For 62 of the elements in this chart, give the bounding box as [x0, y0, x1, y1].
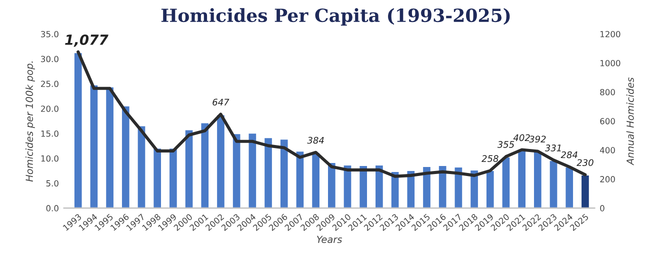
- y2-tick-label: 1200: [600, 30, 620, 38]
- y-tick-label: 5.0: [46, 180, 58, 186]
- bar: [390, 170, 400, 208]
- bar: [548, 160, 559, 208]
- bar: [168, 147, 178, 208]
- bar: [216, 114, 226, 208]
- y2-tick-label: 400: [600, 147, 615, 154]
- y-axis-title: Homicides per 100k pop.: [25, 61, 35, 182]
- y2-tick-label: 800: [600, 89, 615, 96]
- data-label: 230: [576, 159, 594, 166]
- data-label: 258: [482, 155, 498, 162]
- y2-tick-label: 600: [600, 118, 615, 124]
- data-label: 1,077: [65, 34, 108, 47]
- y-tick-label: 35.0: [41, 30, 58, 38]
- bar: [580, 174, 590, 208]
- bar: [326, 162, 337, 208]
- bar: [438, 164, 448, 208]
- bar: [310, 152, 321, 208]
- y-tick-label: 25.0: [41, 80, 58, 88]
- bar: [500, 156, 512, 208]
- bar: [88, 84, 100, 208]
- y2-tick-label: 0: [600, 205, 604, 212]
- bar: [342, 164, 353, 208]
- data-label: 355: [497, 141, 514, 148]
- y-tick-label: 15.0: [41, 130, 58, 137]
- bar: [152, 147, 162, 208]
- bar: [263, 136, 274, 208]
- bar: [104, 86, 115, 208]
- y-tick-label: 0.0: [46, 205, 58, 212]
- y-tick-label: 30.0: [41, 56, 58, 62]
- bar: [294, 150, 306, 208]
- bar: [232, 132, 242, 208]
- x-axis-title: Years: [316, 236, 342, 244]
- bar: [516, 150, 527, 208]
- bar: [469, 169, 480, 208]
- y2-axis-title: Annual Homicides: [626, 77, 634, 166]
- bar: [120, 104, 131, 208]
- data-label: 284: [560, 151, 578, 158]
- y-tick-label: 20.0: [41, 106, 58, 112]
- y-tick-label: 10.0: [41, 155, 58, 162]
- bar: [406, 170, 416, 208]
- bar: [247, 132, 258, 208]
- data-label: 647: [212, 98, 230, 106]
- bar: [564, 166, 574, 208]
- data-label: 392: [529, 136, 546, 143]
- data-label: 384: [307, 136, 324, 144]
- bar: [453, 166, 464, 208]
- bar: [73, 52, 84, 208]
- bar: [358, 164, 368, 208]
- bar: [279, 138, 290, 208]
- bar: [136, 124, 147, 208]
- y2-tick-label: 1000: [600, 60, 620, 66]
- bar: [200, 122, 210, 208]
- bar: [422, 166, 432, 208]
- chart-title: Homicides Per Capita (1993-2025): [161, 8, 510, 26]
- data-label: 331: [544, 144, 561, 152]
- bar: [184, 128, 194, 208]
- y2-tick-label: 200: [600, 176, 615, 182]
- data-label: 402: [513, 134, 530, 142]
- bar: [485, 170, 496, 208]
- bar: [532, 150, 543, 208]
- bar: [374, 164, 384, 208]
